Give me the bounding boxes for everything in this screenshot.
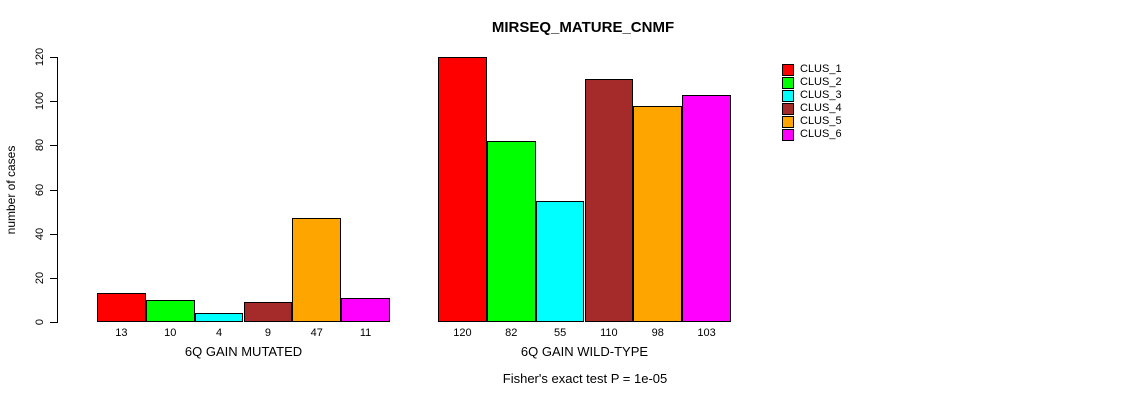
footnote-text: Fisher's exact test P = 1e-05: [502, 371, 668, 386]
bar-clus_4: [243, 302, 293, 322]
bar-value-label: 13: [115, 327, 128, 339]
bar-value-label: 47: [310, 327, 323, 339]
bar-value-label: 103: [697, 327, 716, 339]
y-tick-label: 0: [34, 318, 46, 326]
bar-clus_5: [292, 218, 342, 322]
legend-item: CLUS_3: [782, 89, 842, 102]
legend-label: CLUS_6: [800, 128, 842, 140]
y-axis-line: [57, 57, 58, 323]
bar-value-label: 10: [164, 327, 177, 339]
legend: CLUS_1 CLUS_2 CLUS_3 CLUS_4 CLUS_5 CLUS_6: [782, 63, 842, 141]
legend-swatch-icon: [782, 89, 794, 102]
y-tick-mark: [50, 145, 57, 147]
y-tick-mark: [50, 57, 57, 58]
bar-clus_5: [633, 105, 683, 322]
bar-clus_1: [438, 57, 487, 322]
legend-label: CLUS_1: [800, 63, 842, 75]
bar-clus_6: [341, 297, 390, 322]
bar-clus_1: [97, 293, 146, 322]
y-tick-mark: [50, 233, 57, 235]
y-tick-mark: [50, 322, 57, 323]
chart-title: MIRSEQ_MATURE_CNMF: [491, 19, 675, 36]
bar-clus_2: [145, 299, 195, 322]
group-axis-label: 6Q GAIN MUTATED: [184, 344, 303, 359]
legend-label: CLUS_2: [800, 76, 842, 88]
bar-value-label: 110: [600, 327, 618, 339]
bar-value-label: 11: [359, 327, 372, 339]
y-tick-mark: [50, 277, 57, 279]
bar-clus_3: [194, 313, 244, 322]
legend-label: CLUS_4: [800, 102, 842, 114]
group-axis-label: 6Q GAIN WILD-TYPE: [520, 344, 649, 359]
legend-item: CLUS_4: [782, 102, 842, 115]
legend-item: CLUS_2: [782, 76, 842, 89]
bar-value-label: 9: [264, 327, 271, 339]
legend-swatch-icon: [782, 128, 794, 141]
bar-value-label: 55: [553, 327, 567, 339]
legend-item: CLUS_1: [782, 63, 842, 76]
y-tick-label: 120: [34, 47, 46, 67]
legend-label: CLUS_5: [800, 115, 842, 127]
legend-swatch-icon: [782, 63, 794, 76]
y-tick-label: 20: [34, 271, 46, 284]
legend-item: CLUS_6: [782, 128, 842, 141]
y-axis-label: number of cases: [4, 145, 18, 235]
legend-swatch-icon: [782, 115, 794, 128]
bar-clus_2: [486, 140, 536, 322]
y-tick-label: 80: [34, 139, 46, 152]
bar-clus_3: [535, 200, 585, 322]
legend-item: CLUS_5: [782, 115, 842, 128]
bar-clus_4: [584, 79, 634, 322]
legend-swatch-icon: [782, 102, 794, 115]
legend-swatch-icon: [782, 76, 794, 89]
bar-value-label: 120: [453, 327, 472, 339]
y-tick-label: 40: [34, 227, 46, 240]
bar-clus_6: [682, 94, 731, 322]
bar-value-label: 82: [505, 327, 518, 339]
bar-value-label: 4: [216, 327, 223, 339]
legend-label: CLUS_3: [800, 89, 842, 101]
y-tick-mark: [50, 189, 57, 191]
y-tick-mark: [50, 101, 57, 103]
y-tick-label: 100: [34, 91, 46, 111]
y-tick-label: 60: [34, 183, 46, 196]
bar-value-label: 98: [651, 327, 664, 339]
